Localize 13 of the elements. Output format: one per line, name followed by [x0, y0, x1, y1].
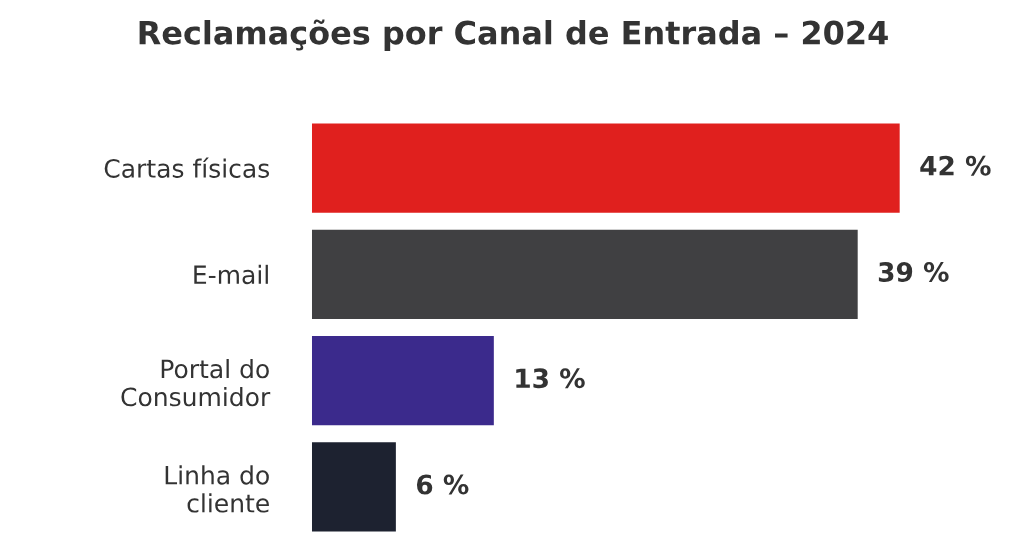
y-tick-label: Portal do Consumidor — [121, 359, 271, 407]
y-tick-label: Linha do cliente — [165, 465, 269, 513]
data-label: 39 % — [878, 262, 949, 282]
bar — [311, 123, 900, 213]
data-label: 42 % — [920, 155, 991, 176]
data-label: 6 % — [416, 474, 469, 495]
data-label: 13 % — [516, 368, 585, 389]
y-tick-label: E-mail — [194, 264, 268, 285]
bar — [311, 229, 858, 319]
bar — [311, 442, 396, 532]
y-tick-label: Cartas físicas — [104, 157, 270, 178]
chart-title: Reclamações por Canal de Entrada – 2024 — [139, 19, 888, 51]
bar — [311, 335, 494, 426]
